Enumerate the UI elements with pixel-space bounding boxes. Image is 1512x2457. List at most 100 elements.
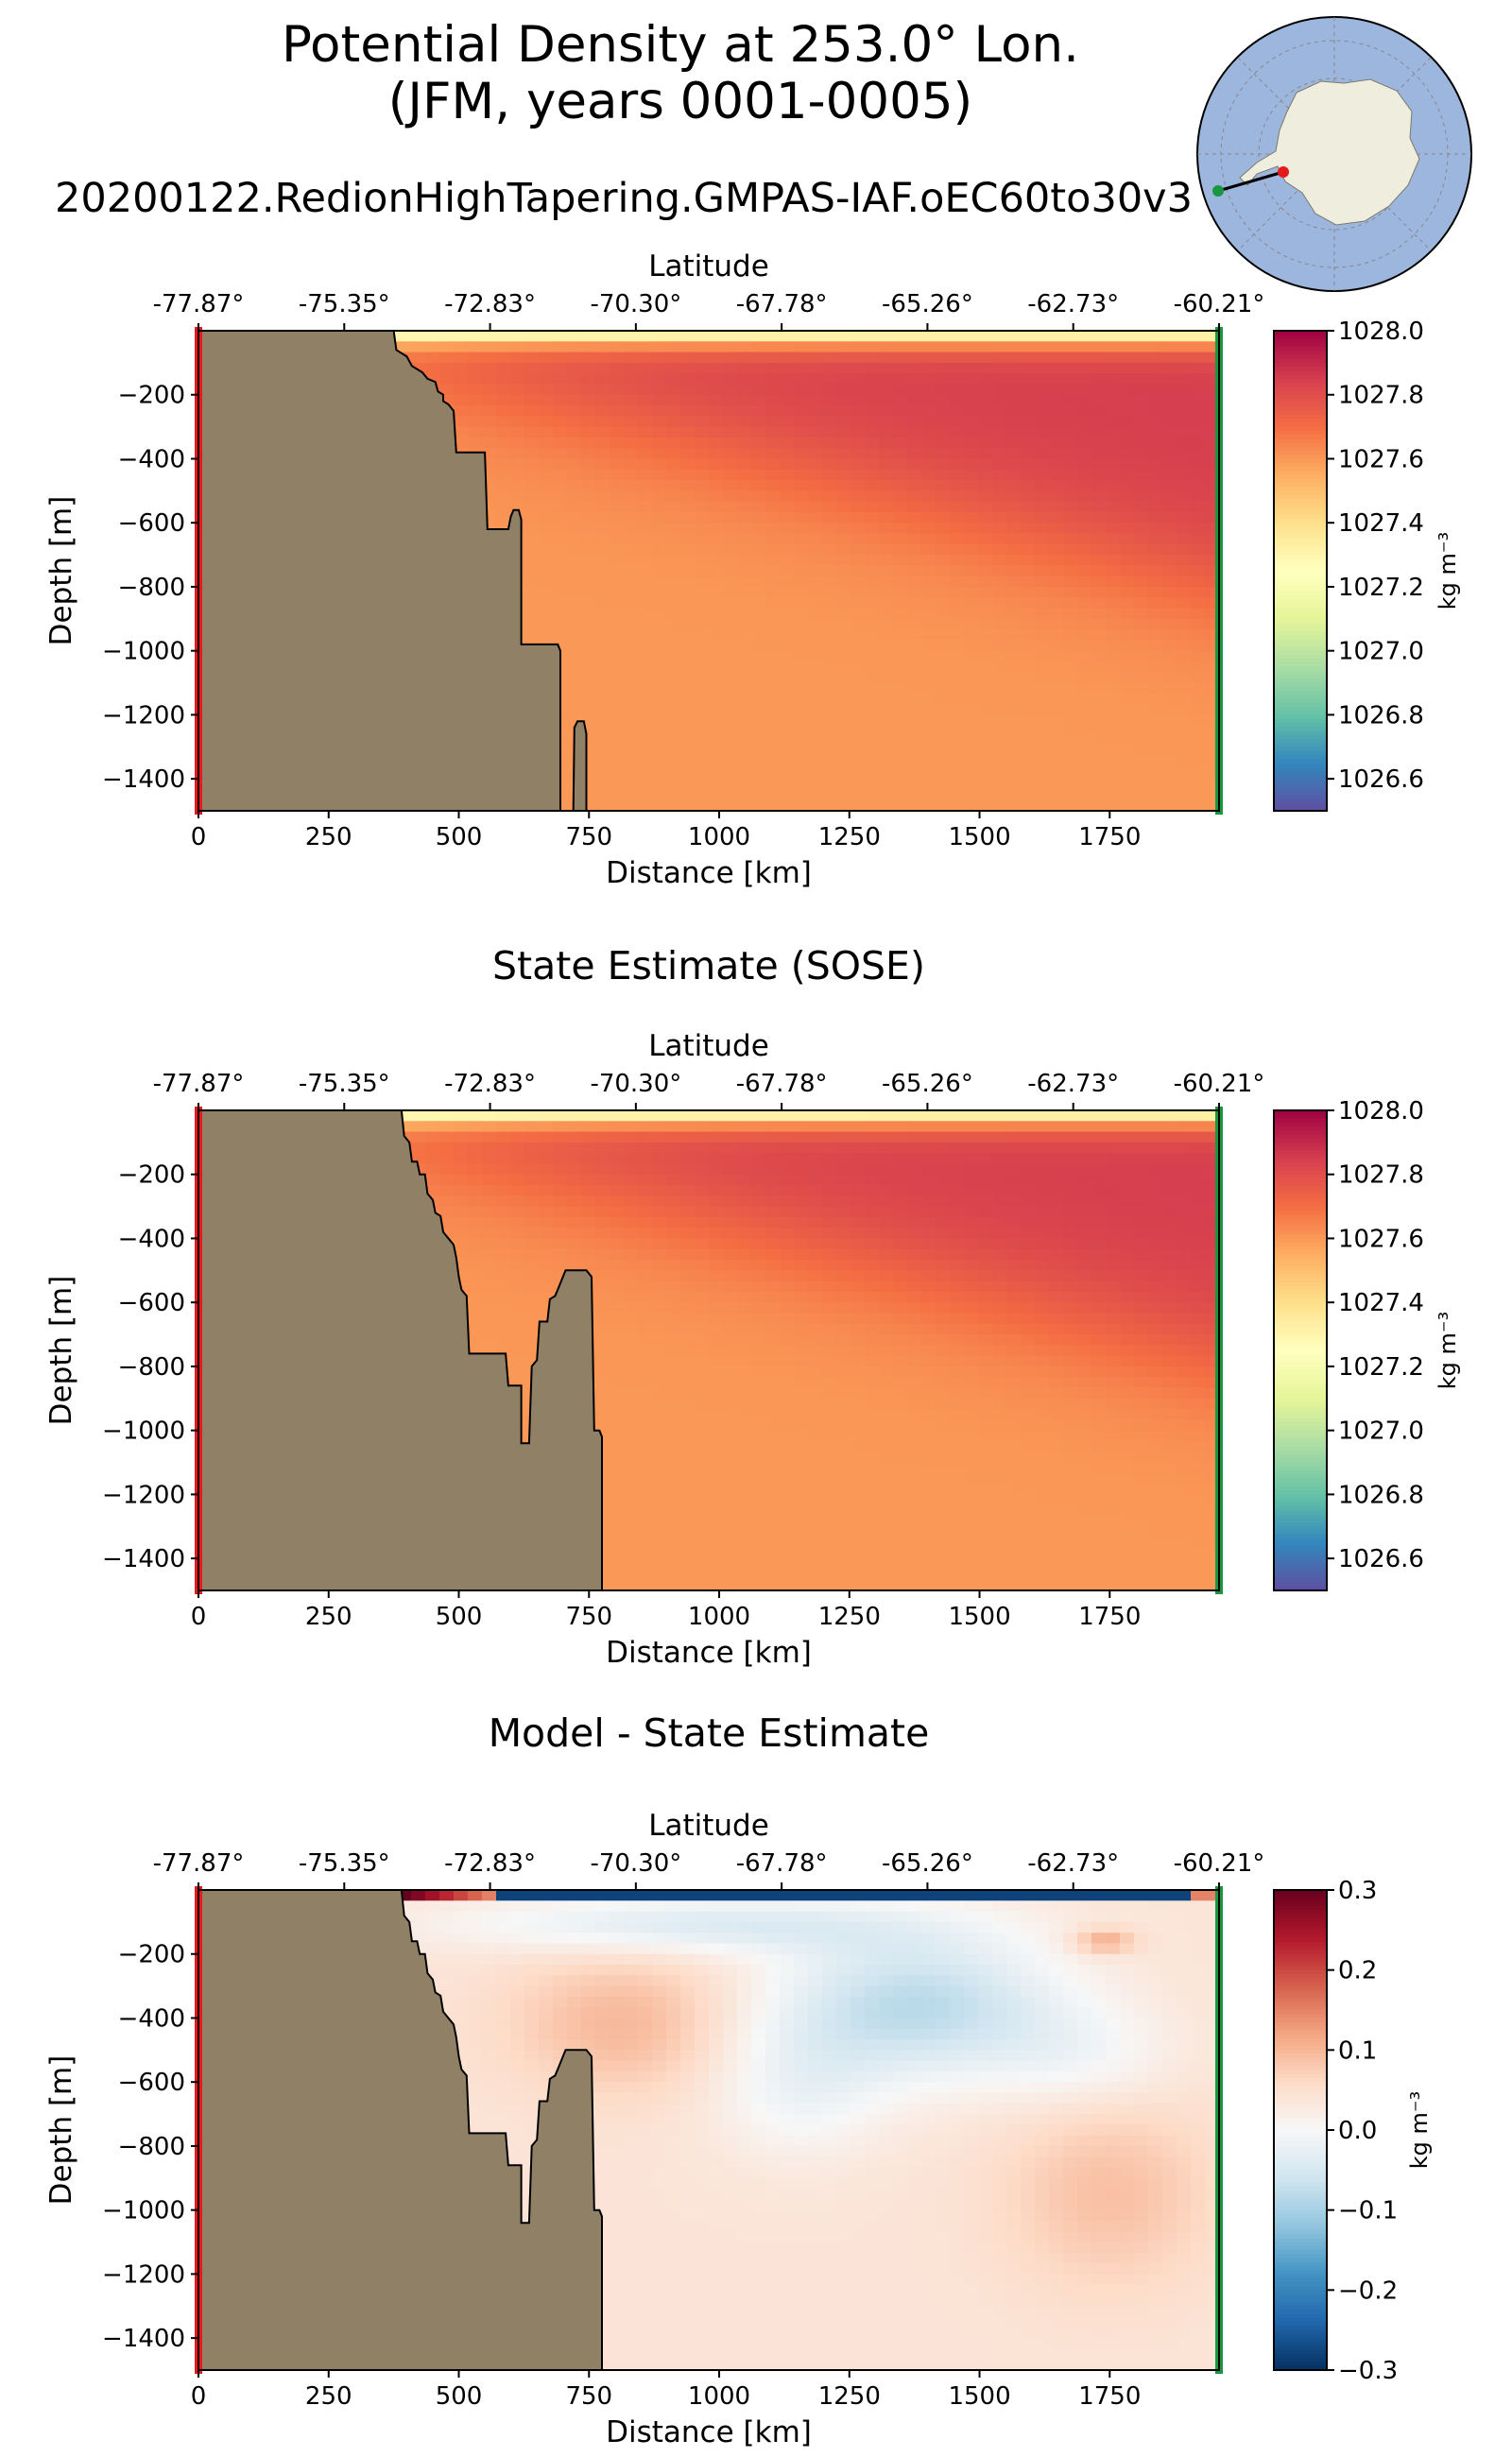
field-cell [1063,586,1078,598]
field-cell [964,586,979,598]
field-cell [666,1270,681,1282]
field-cell [992,490,1007,503]
field-cell [468,362,483,374]
field-cell [581,1206,596,1218]
field-cell [1120,352,1135,364]
field-cell [595,437,610,449]
colorbar-swatch [1274,494,1327,500]
field-cell [510,1163,525,1176]
field-cell [638,511,653,524]
colorbar-swatch [1274,478,1327,484]
field-cell [638,1430,653,1442]
field-cell [950,501,965,513]
field-cell [666,362,681,374]
field-cell [1162,586,1177,598]
field-cell [553,608,568,620]
field-cell [1134,555,1149,566]
field-cell [1077,533,1092,545]
field-cell [652,480,667,491]
field-cell [567,469,582,481]
field-cell [879,799,894,812]
field-cell [879,629,894,641]
field-cell [610,511,625,524]
field-cell [1063,533,1078,545]
field-cell [1162,608,1177,620]
field-cell [950,511,965,524]
field-cell [624,543,639,556]
field-cell [1021,735,1036,747]
field-cell [1191,693,1206,705]
field-cell [1049,352,1064,364]
field-cell [1035,555,1050,566]
field-cell [1205,331,1220,342]
field-cell [695,555,710,566]
field-cell [666,1472,681,1485]
field-cell [936,714,951,727]
field-cell [510,1334,525,1346]
field-cell [751,757,766,769]
field-cell [539,373,554,386]
field-cell [936,373,951,386]
field-cell [751,661,766,673]
field-cell [780,576,795,588]
field-cell [1205,416,1220,428]
field-cell [652,1355,667,1367]
field-cell [638,618,653,630]
field-cell [624,1248,639,1261]
field-cell [610,1313,625,1325]
field-cell [950,405,965,417]
field-cell [652,523,667,535]
field-cell [808,565,823,577]
field-cell [709,511,724,524]
field-cell [723,555,738,566]
field-cell [595,586,610,598]
field-cell [850,523,866,535]
field-cell [454,341,469,353]
field-cell [836,640,851,652]
field-cell [595,1260,610,1271]
field-cell [680,533,696,545]
field-cell [723,618,738,630]
field-cell [879,469,894,481]
field-cell [822,704,837,715]
field-cell [581,1121,596,1133]
field-cell [808,704,823,715]
field-cell [638,1569,653,1581]
field-cell [539,1280,554,1293]
field-cell [1148,426,1163,438]
field-cell [1035,352,1050,364]
field-cell [1006,714,1022,727]
field-cell [879,352,894,364]
field-cell [780,629,795,641]
field-cell [680,789,696,801]
field-cell [751,437,766,449]
field-cell [1063,416,1078,428]
field-cell [624,1323,639,1335]
field-cell [794,757,809,769]
field-cell [1091,533,1107,545]
field-cell [950,362,965,374]
field-cell [709,586,724,598]
field-cell [709,735,724,747]
field-cell [482,405,497,417]
field-cell [1134,767,1149,780]
field-cell [524,1153,540,1165]
field-cell [454,1142,469,1154]
field-cell [1120,523,1135,535]
field-cell [907,725,922,737]
field-cell [850,331,866,342]
field-cell [879,555,894,566]
field-cell [964,789,979,801]
field-cell [1021,373,1036,386]
field-cell [652,1494,667,1506]
field-cell [610,1440,625,1452]
field-cell [638,1131,653,1143]
field-cell [524,1185,540,1196]
field-cell [638,779,653,791]
field-cell [1162,779,1177,791]
field-cell [581,1185,596,1196]
field-cell [581,458,596,471]
field-cell [595,533,610,545]
field-cell [496,511,511,524]
colorbar-swatch [1274,394,1327,400]
